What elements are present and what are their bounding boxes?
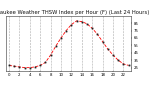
Title: Milwaukee Weather THSW Index per Hour (F) (Last 24 Hours): Milwaukee Weather THSW Index per Hour (F…: [0, 10, 149, 15]
